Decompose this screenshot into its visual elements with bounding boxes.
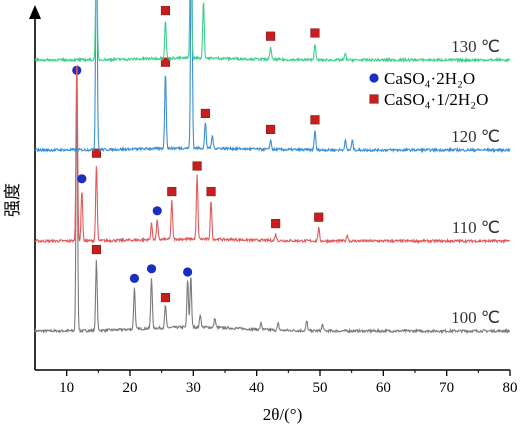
- x-tick-label: 50: [313, 380, 328, 396]
- series-label: 130 ℃: [451, 37, 500, 56]
- series-label: 120 ℃: [451, 127, 500, 146]
- x-axis-title: 2θ/(°): [263, 405, 303, 424]
- hemihydrate-marker: [167, 187, 177, 197]
- legend-label: CaSO₄·1/2H₂O: [384, 90, 488, 109]
- x-tick-label: 10: [59, 380, 74, 396]
- y-axis-title: 强度: [3, 183, 22, 217]
- hemihydrate-marker: [266, 124, 276, 134]
- hemihydrate-marker: [200, 108, 210, 118]
- hemihydrate-marker: [266, 31, 276, 41]
- series-line-3: [34, 0, 511, 154]
- series-label: 110 ℃: [452, 218, 500, 237]
- x-tick-label: 40: [249, 380, 264, 396]
- x-tick-label: 80: [503, 380, 518, 396]
- series-line-1: [34, 93, 511, 335]
- x-tick-label: 20: [123, 380, 138, 396]
- x-tick-label: 70: [439, 380, 454, 396]
- hemihydrate-marker: [160, 57, 171, 67]
- hemihydrate-marker: [310, 28, 320, 38]
- series-label: 100 ℃: [451, 308, 500, 327]
- dihydrate-marker: [77, 174, 87, 184]
- hemihydrate-marker: [314, 212, 324, 222]
- hemihydrate-marker: [91, 148, 101, 158]
- series-line-4: [34, 0, 511, 64]
- dihydrate-marker: [146, 264, 157, 274]
- legend-marker-circle: [369, 73, 379, 83]
- hemihydrate-marker: [206, 187, 216, 197]
- dihydrate-marker: [129, 273, 140, 283]
- hemihydrate-marker: [271, 219, 281, 229]
- legend-marker-square: [369, 94, 379, 104]
- x-tick-label: 60: [376, 380, 391, 396]
- hemihydrate-marker: [160, 6, 171, 16]
- hemihydrate-marker: [160, 293, 171, 303]
- hemihydrate-marker: [310, 115, 320, 125]
- series-line-2: [34, 64, 510, 245]
- dihydrate-marker: [183, 267, 193, 277]
- dihydrate-marker: [152, 206, 162, 216]
- x-tick-label: 30: [186, 380, 201, 396]
- y-axis-arrow: [29, 5, 41, 19]
- hemihydrate-marker: [192, 161, 202, 171]
- hemihydrate-marker: [91, 245, 101, 255]
- legend-label: CaSO₄·2H₂O: [384, 69, 475, 88]
